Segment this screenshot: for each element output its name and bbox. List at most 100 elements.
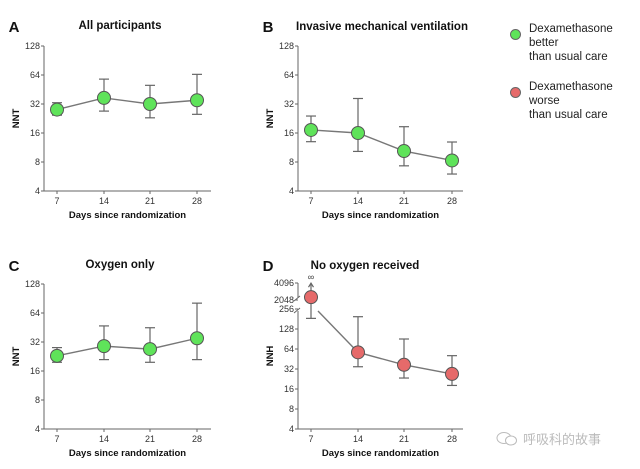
- x-tick-label: 21: [145, 434, 155, 444]
- legend: Dexamethasone better than usual care Dex…: [510, 22, 640, 138]
- x-tick-label: 7: [308, 196, 313, 206]
- series-line: [56, 337, 198, 357]
- panel-title: Oxygen only: [85, 259, 155, 271]
- data-point: [397, 144, 411, 159]
- data-point: [190, 331, 204, 346]
- x-tick-label: 14: [353, 434, 363, 444]
- data-point: [190, 93, 204, 108]
- x-tick-label: 28: [192, 434, 202, 444]
- y-tick-label: 32: [30, 337, 40, 347]
- infinity-arrow: [307, 282, 315, 288]
- panel-title: All participants: [78, 20, 161, 32]
- x-tick-label: 7: [54, 434, 59, 444]
- data-point: [97, 339, 111, 354]
- y-tick-label: 4: [289, 424, 294, 434]
- y-axis-label: NNT: [11, 347, 22, 367]
- panel-letter: B: [263, 19, 274, 36]
- y-tick-label: 4: [289, 186, 294, 196]
- y-tick-label: 32: [30, 99, 40, 109]
- infinity-annotation: ∞: [308, 272, 314, 282]
- y-tick-label: 128: [279, 41, 294, 51]
- legend-label-line1: Dexamethasone worse: [529, 81, 613, 107]
- x-axis-label: Days since randomization: [322, 210, 439, 221]
- panel-letter: A: [9, 19, 20, 36]
- data-point: [97, 90, 111, 105]
- panel-letter: C: [9, 258, 20, 275]
- y-axis-label: NNT: [265, 109, 276, 129]
- wechat-icon: [496, 431, 517, 445]
- x-tick-label: 21: [145, 196, 155, 206]
- x-tick-label: 28: [447, 434, 457, 444]
- y-tick-label: 32: [284, 99, 294, 109]
- legend-marker-green: [510, 29, 521, 40]
- panel-title: Invasive mechanical ventilation: [296, 21, 468, 33]
- watermark-text: 呼吸科的故事: [523, 432, 602, 447]
- x-tick-label: 21: [399, 196, 409, 206]
- legend-label-line1: Dexamethasone better: [529, 23, 613, 49]
- x-tick-label: 28: [192, 196, 202, 206]
- y-tick-label: 64: [284, 344, 294, 354]
- data-point: [351, 126, 365, 140]
- panel-a: A All participants 4 8 16 32 64 128 7 14 21 28 Days …: [9, 19, 211, 221]
- data-point: [304, 290, 318, 305]
- data-point: [445, 153, 459, 168]
- y-tick-label: 16: [284, 128, 294, 138]
- data-point: [397, 357, 411, 372]
- watermark: 呼吸科的故事: [496, 429, 601, 448]
- data-point: [445, 366, 459, 381]
- legend-item-better: Dexamethasone better than usual care: [510, 22, 640, 64]
- legend-label-line2: than usual care: [529, 109, 608, 121]
- y-tick-label: 16: [284, 384, 294, 394]
- y-tick-label: 64: [284, 70, 294, 80]
- y-tick-label: 64: [30, 70, 40, 80]
- y-axis-label: NNT: [11, 109, 22, 129]
- x-axis-label: Days since randomization: [322, 448, 439, 459]
- y-tick-label: 16: [30, 366, 40, 376]
- y-tick-label: 32: [284, 364, 294, 374]
- y-tick-label: 8: [35, 395, 40, 405]
- y-tick-label: 8: [289, 157, 294, 167]
- y-tick-label: 8: [289, 404, 294, 414]
- y-tick-label: 8: [35, 157, 40, 167]
- data-point: [351, 345, 365, 360]
- legend-label-worse: Dexamethasone worse than usual care: [529, 80, 640, 122]
- x-axis-label: Days since randomization: [69, 448, 186, 459]
- series-line: [56, 97, 198, 111]
- x-tick-label: 21: [399, 434, 409, 444]
- x-tick-label: 28: [447, 196, 457, 206]
- x-tick-label: 14: [99, 434, 109, 444]
- x-axis-label: Days since randomization: [69, 210, 186, 221]
- series-line: [317, 310, 453, 375]
- y-tick-label: 256: [279, 304, 294, 314]
- y-tick-label: 4: [35, 186, 40, 196]
- x-tick-label: 7: [308, 434, 313, 444]
- panel-title: No oxygen received: [311, 260, 420, 272]
- legend-marker-red: [510, 87, 521, 98]
- data-point: [143, 342, 157, 357]
- axis-break-mark: [293, 307, 301, 314]
- data-point: [143, 97, 157, 111]
- y-tick-label: 4: [35, 424, 40, 434]
- panel-letter: D: [263, 258, 274, 275]
- y-tick-label: 128: [25, 41, 40, 51]
- data-point: [50, 348, 64, 363]
- series-line: [310, 129, 453, 162]
- panel-b: B Invasive mechanical ventilation 4 8 16 32 64…: [263, 19, 468, 221]
- y-tick-label: 64: [30, 308, 40, 318]
- x-tick-label: 14: [99, 196, 109, 206]
- y-tick-label: 4096: [274, 278, 294, 288]
- y-tick-label: 2048: [274, 295, 294, 305]
- y-tick-label: 16: [30, 128, 40, 138]
- x-tick-label: 14: [353, 196, 363, 206]
- legend-label-better: Dexamethasone better than usual care: [529, 22, 640, 64]
- x-tick-label: 7: [54, 196, 59, 206]
- y-tick-label: 128: [25, 279, 40, 289]
- y-tick-label: 128: [279, 324, 294, 334]
- data-point: [304, 122, 318, 137]
- data-point: [50, 102, 64, 117]
- y-axis-label: NNH: [265, 346, 276, 367]
- panel-c: C Oxygen only 4 8 16 32 64 128 7 14 21 28 Days since…: [9, 258, 211, 459]
- legend-item-worse: Dexamethasone worse than usual care: [510, 80, 640, 122]
